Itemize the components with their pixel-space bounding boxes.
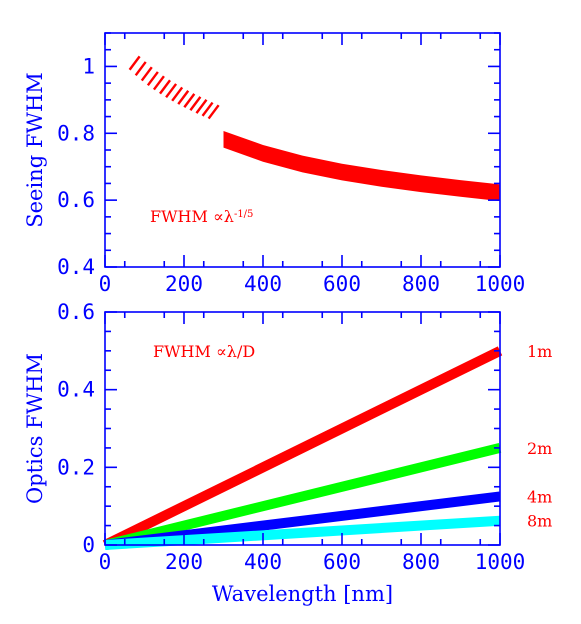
seeing-hatch-stroke xyxy=(134,61,147,77)
optics-axes: 0 200 400 600 800 1000 0 0.2 0.4 0.6 xyxy=(57,300,525,574)
seeing-annotation: FWHM ∝λ-1/5 xyxy=(150,207,253,226)
seeing-x-tick-label: 600 xyxy=(323,272,361,296)
optics-series-label-4m: 4m xyxy=(527,487,552,506)
optics-y-tick-label: 0 xyxy=(82,533,95,557)
optics-series-label-8m: 8m xyxy=(527,512,552,531)
seeing-y-tick-label: 0.8 xyxy=(57,121,95,145)
seeing-annotation-base: FWHM ∝λ xyxy=(150,207,234,226)
telescope-size-labels: 1m 2m 4m 8m xyxy=(527,342,552,531)
seeing-x-tick-label: 0 xyxy=(99,272,112,296)
seeing-y-tick-label: 0.6 xyxy=(57,188,95,212)
seeing-annotation-exponent: -1/5 xyxy=(234,209,253,220)
seeing-hatch-stroke xyxy=(146,71,159,87)
optics-x-tick-label: 600 xyxy=(323,550,361,574)
optics-y-tick-label: 0.6 xyxy=(57,300,95,324)
optics-x-tick-label: 200 xyxy=(165,550,203,574)
seeing-hatch-stroke xyxy=(195,99,208,114)
optics-x-tick-label: 0 xyxy=(99,550,112,574)
seeing-hatch-stroke xyxy=(140,66,153,82)
seeing-hatch-stroke xyxy=(189,96,202,111)
seeing-hatch-stroke xyxy=(183,93,196,108)
optics-y-axis-label: Optics FWHM xyxy=(23,353,47,504)
optics-series-8m xyxy=(104,515,501,550)
optics-y-tick-label: 0.2 xyxy=(57,455,95,479)
seeing-hatch-stroke xyxy=(128,55,141,71)
optics-x-tick-label: 800 xyxy=(402,550,440,574)
seeing-solid-band xyxy=(223,130,500,202)
optics-x-tick-label: 1000 xyxy=(475,550,526,574)
seeing-y-axis-label: Seeing FWHM xyxy=(23,72,47,228)
seeing-hatch-stroke xyxy=(177,90,190,105)
optics-y-tick-label: 0.4 xyxy=(57,378,95,402)
optics-series-label-2m: 2m xyxy=(527,439,552,458)
seeing-data-layer xyxy=(128,55,500,202)
optics-data-layer xyxy=(102,346,503,550)
optics-series-1m xyxy=(102,346,503,550)
seeing-x-tick-label: 800 xyxy=(402,272,440,296)
optics-series-2m xyxy=(103,443,502,550)
seeing-hatch-stroke xyxy=(159,79,171,95)
optics-series-label-1m: 1m xyxy=(527,342,552,361)
seeing-hatch-stroke xyxy=(207,104,220,120)
seeing-hatch-stroke xyxy=(165,83,178,99)
seeing-x-tick-label: 400 xyxy=(244,272,282,296)
seeing-hatch-stroke xyxy=(152,75,165,91)
seeing-y-tick-label: 0.4 xyxy=(57,255,95,279)
seeing-hatch-stroke xyxy=(171,86,184,102)
seeing-x-tick-label: 200 xyxy=(165,272,203,296)
optics-annotation: FWHM ∝λ/D xyxy=(153,342,255,361)
seeing-axes: 0 200 400 600 800 1000 0.4 0.6 0.8 1 xyxy=(57,32,526,296)
optics-x-tick-label: 400 xyxy=(244,550,282,574)
seeing-y-tick-label: 1 xyxy=(82,54,95,78)
seeing-hatch-stroke xyxy=(201,101,214,117)
wavelength-x-axis-label: Wavelength [nm] xyxy=(212,582,393,606)
seeing-x-tick-label: 1000 xyxy=(475,272,526,296)
seeing-plot-frame xyxy=(104,32,501,268)
